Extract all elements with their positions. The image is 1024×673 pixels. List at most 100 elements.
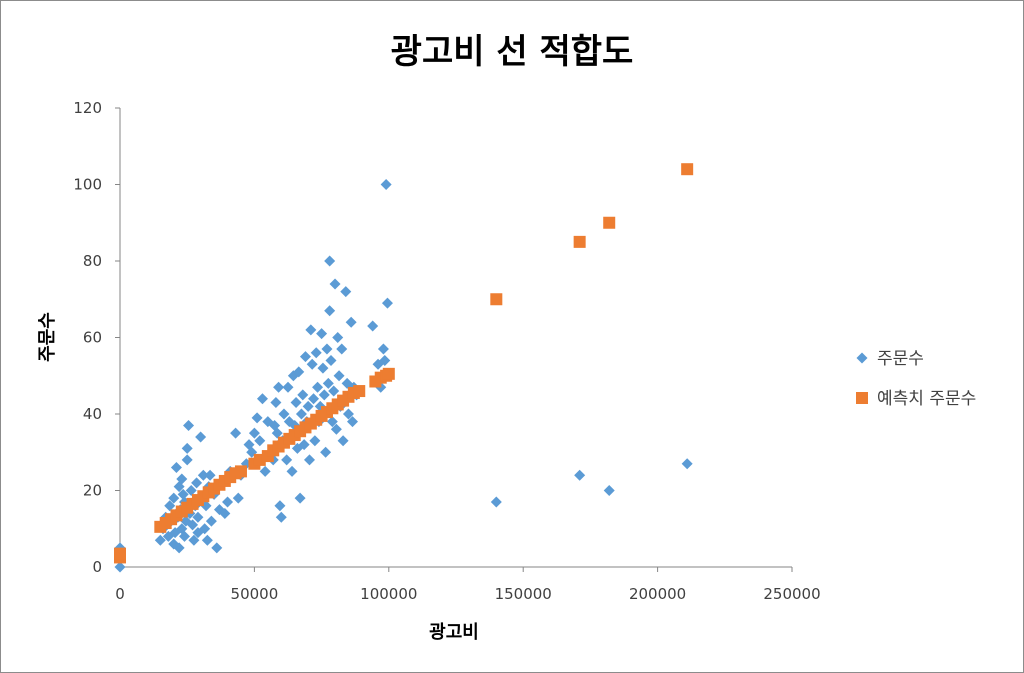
orders-point <box>367 320 379 332</box>
predicted-point <box>681 163 694 176</box>
predicted-point <box>114 547 126 560</box>
orders-point <box>490 496 502 508</box>
orders-point <box>330 423 342 435</box>
predicted-point <box>573 235 586 248</box>
orders-point <box>324 305 336 317</box>
orders-point <box>309 435 321 447</box>
x-tick-label: 0 <box>115 585 125 603</box>
orders-point <box>304 454 316 466</box>
orders-point <box>168 492 180 504</box>
orders-point <box>293 366 305 378</box>
orders-point <box>333 370 345 382</box>
orders-point <box>192 511 204 523</box>
orders-point <box>294 492 306 504</box>
y-tick-label: 80 <box>83 252 102 270</box>
y-tick-label: 20 <box>83 482 102 500</box>
orders-point <box>188 534 200 546</box>
orders-point <box>248 427 260 439</box>
orders-point <box>297 389 309 401</box>
legend-label-orders: 주문수 <box>877 349 924 369</box>
orders-point <box>318 389 330 401</box>
orders-point <box>195 431 207 443</box>
orders-point <box>179 530 191 542</box>
orders-point <box>329 278 341 290</box>
orders-point <box>251 412 263 424</box>
y-tick-label: 120 <box>73 99 102 117</box>
orders-point <box>273 381 285 393</box>
x-tick-label: 150000 <box>495 585 552 603</box>
orders-point <box>306 358 318 370</box>
x-tick-label: 250000 <box>763 585 820 603</box>
y-tick-label: 40 <box>83 405 102 423</box>
plot-area <box>114 163 694 573</box>
x-tick-label: 50000 <box>231 585 279 603</box>
orders-point <box>377 343 389 355</box>
orders-point <box>345 316 357 328</box>
predicted-point <box>603 216 616 229</box>
y-tick-label: 100 <box>73 176 102 194</box>
predicted-point <box>490 293 503 306</box>
orders-point <box>204 469 216 481</box>
orders-point <box>173 542 185 554</box>
orders-point <box>278 408 290 420</box>
orders-point <box>328 385 340 397</box>
orders-point <box>332 332 344 343</box>
orders-point <box>205 515 217 527</box>
orders-point <box>322 377 334 389</box>
orders-point <box>254 435 266 447</box>
series-orders <box>114 179 693 573</box>
orders-point <box>324 255 336 267</box>
x-tick-label: 100000 <box>360 585 417 603</box>
orders-point <box>310 347 322 359</box>
orders-point <box>274 500 286 512</box>
series-predicted-orders <box>114 163 694 564</box>
orders-point <box>191 477 203 489</box>
orders-point <box>271 427 283 439</box>
orders-point <box>259 465 271 477</box>
legend-marker-orders <box>856 352 868 364</box>
orders-point <box>326 416 338 428</box>
orders-point <box>164 500 176 512</box>
orders-point <box>321 343 333 355</box>
legend-label-predicted: 예측치 주문수 <box>877 389 976 409</box>
orders-point <box>603 485 615 496</box>
orders-point <box>281 454 293 466</box>
orders-point <box>295 408 307 420</box>
orders-point <box>199 523 211 535</box>
orders-point <box>181 454 193 466</box>
orders-point <box>185 485 197 496</box>
orders-point <box>381 297 393 309</box>
orders-point <box>380 179 392 190</box>
orders-point <box>232 492 244 504</box>
orders-point <box>176 473 188 485</box>
axes: 0 20 40 60 80 100 120 0 50000 100000 150000 200000 2… <box>73 99 820 603</box>
y-tick-label: 60 <box>83 329 102 347</box>
y-axis-title: 주문수 <box>37 312 58 362</box>
orders-point <box>256 393 268 405</box>
orders-point <box>201 534 213 546</box>
orders-point <box>181 442 193 454</box>
orders-point <box>197 469 209 481</box>
orders-point <box>230 427 242 439</box>
orders-point <box>275 511 287 523</box>
predicted-point <box>353 385 366 398</box>
x-axis-title: 광고비 <box>429 622 479 643</box>
orders-point <box>187 519 199 531</box>
orders-point <box>286 465 298 477</box>
y-tick-label: 0 <box>92 558 102 576</box>
orders-point <box>222 496 234 508</box>
orders-point <box>681 458 693 470</box>
predicted-point <box>382 367 395 380</box>
x-tick-label: 200000 <box>629 585 686 603</box>
chart-title: 광고비 선 적합도 <box>391 32 634 72</box>
orders-point <box>290 397 302 409</box>
orders-point <box>308 393 320 405</box>
orders-point <box>299 351 311 363</box>
orders-point <box>305 324 317 336</box>
legend-marker-predicted <box>856 392 868 404</box>
orders-point <box>379 354 391 366</box>
orders-point <box>219 507 231 519</box>
